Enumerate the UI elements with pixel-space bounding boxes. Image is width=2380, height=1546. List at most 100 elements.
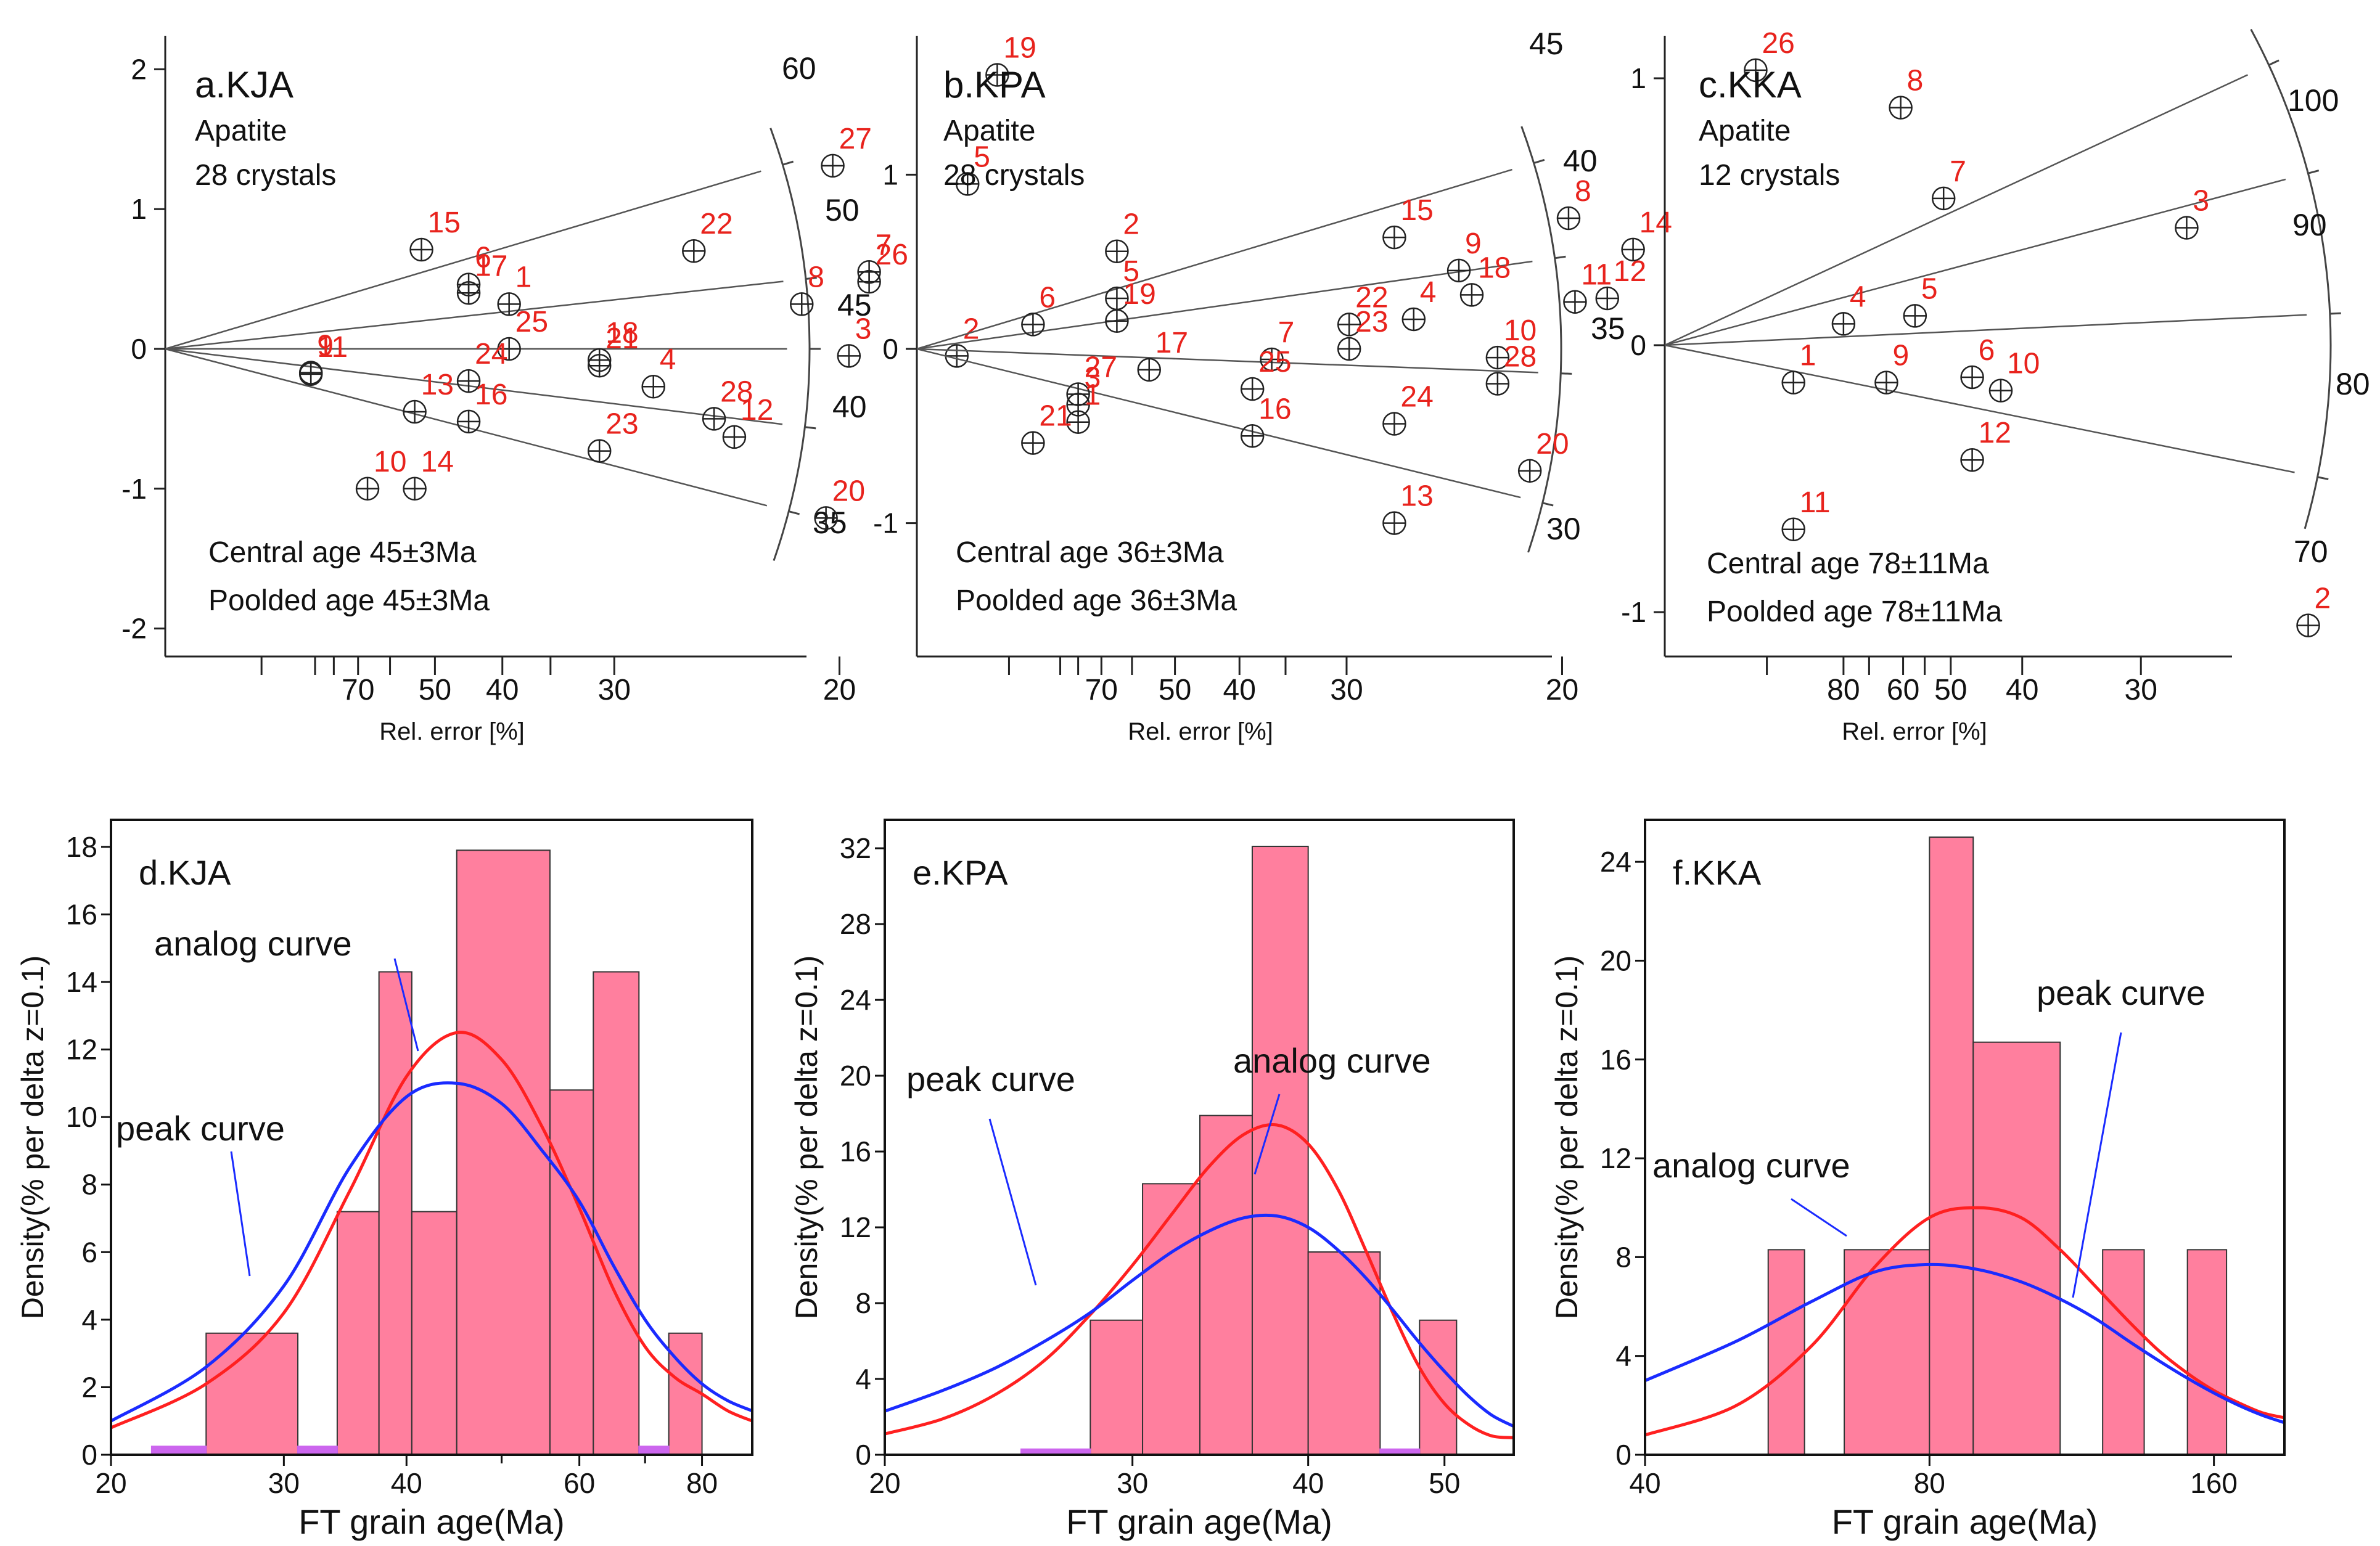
y-tick-label: 10 xyxy=(66,1101,97,1133)
point-label: 26 xyxy=(1762,27,1794,60)
arc-tick-mark xyxy=(782,160,794,166)
data-point: 19 xyxy=(1105,278,1156,333)
point-label: 28 xyxy=(720,375,753,408)
data-point: 21 xyxy=(1021,400,1072,455)
data-point: 17 xyxy=(456,250,507,305)
arc-tick-label: 90 xyxy=(2292,208,2327,242)
annotation-pointer xyxy=(1791,1198,1847,1237)
point-label: 14 xyxy=(1639,207,1672,239)
panel-title: f.KKA xyxy=(1673,853,1762,892)
data-point: 15 xyxy=(1382,194,1434,250)
data-point: 20 xyxy=(814,475,865,530)
histogram-bar xyxy=(1251,846,1309,1455)
data-point: 4 xyxy=(641,343,676,399)
data-point: 5 xyxy=(1903,272,1938,328)
histogram-bar-minor xyxy=(638,1446,670,1456)
y-tick-label: 12 xyxy=(66,1034,97,1066)
data-point: 27 xyxy=(821,123,872,178)
x-tick-label: 50 xyxy=(1159,674,1191,706)
point-label: 27 xyxy=(1085,351,1117,383)
point-label: 5 xyxy=(974,141,990,173)
arc-tick-label: 100 xyxy=(2288,83,2339,118)
histogram-bar xyxy=(1929,836,1974,1455)
age-ray xyxy=(916,348,1538,374)
point-label: 11 xyxy=(1800,486,1831,519)
data-point: 14 xyxy=(1621,207,1672,262)
y-tick-label: 4 xyxy=(855,1363,871,1395)
data-point: 24 xyxy=(1382,381,1434,436)
pooled-age-text: Poolded age 45±3Ma xyxy=(208,584,490,617)
data-point: 17 xyxy=(1137,327,1188,382)
point-label: 2 xyxy=(1123,208,1139,241)
arc-tick-label: 80 xyxy=(2336,367,2370,401)
point-label: 1 xyxy=(515,261,532,293)
x-tick-label: 50 xyxy=(1429,1467,1460,1499)
data-point: 11 xyxy=(298,331,348,386)
age-ray xyxy=(165,280,784,350)
annotation-pointer xyxy=(1254,1094,1281,1175)
point-label: 3 xyxy=(855,313,872,345)
y-tick-label: 8 xyxy=(81,1169,97,1201)
x-tick-label: 20 xyxy=(823,674,856,706)
arc-tick-mark xyxy=(2317,476,2329,480)
x-tick-label: 60 xyxy=(1887,674,1919,706)
point-label: 24 xyxy=(475,338,507,370)
point-label: 4 xyxy=(660,343,676,376)
point-label: 27 xyxy=(839,123,872,155)
point-label: 3 xyxy=(2193,184,2209,217)
histogram-bar xyxy=(1142,1183,1200,1455)
data-point: 7 xyxy=(857,229,892,284)
x-tick-label: 40 xyxy=(2006,674,2038,706)
data-point: 6 xyxy=(1960,334,1995,390)
data-point: 26 xyxy=(857,239,908,294)
x-tick-label: 30 xyxy=(2125,674,2157,706)
y-tick-label: 16 xyxy=(840,1135,871,1168)
histogram-bar-minor xyxy=(150,1446,207,1456)
y-tick-label: 8 xyxy=(855,1287,871,1319)
data-point: 2 xyxy=(2296,583,2331,637)
y-tick-label: -1 xyxy=(1621,596,1646,628)
mineral-label: Apatite xyxy=(943,115,1035,147)
y-tick-label: -1 xyxy=(873,507,898,539)
arc-tick-mark xyxy=(1542,502,1554,507)
y-tick-label: 14 xyxy=(66,966,97,998)
data-point: 3 xyxy=(837,313,872,368)
point-label: 25 xyxy=(515,306,548,338)
point-label: 6 xyxy=(475,242,491,274)
x-tick-label: 70 xyxy=(1085,674,1118,706)
y-tick-label: 1 xyxy=(131,193,147,225)
data-point: 28 xyxy=(1485,341,1537,396)
data-point: 2 xyxy=(945,313,979,368)
arc-tick-mark xyxy=(1533,158,1545,164)
data-point: 10 xyxy=(1485,314,1537,370)
point-label: 1 xyxy=(1800,340,1816,372)
point-label: 5 xyxy=(1123,255,1139,288)
point-label: 22 xyxy=(700,208,732,240)
x-tick-label: 80 xyxy=(686,1467,718,1499)
data-point: 13 xyxy=(1382,480,1434,535)
data-point: 22 xyxy=(1337,281,1389,337)
x-axis-label: FT grain age(Ma) xyxy=(298,1502,565,1541)
y-tick-label: 0 xyxy=(855,1439,871,1471)
x-tick-label: 30 xyxy=(1330,674,1363,706)
histogram-bar xyxy=(336,1211,380,1455)
data-point: 6 xyxy=(1021,281,1056,337)
histogram-bar xyxy=(378,971,412,1456)
age-ray xyxy=(1664,74,2248,346)
arc-tick-label: 45 xyxy=(837,288,872,322)
age-arc xyxy=(2250,28,2332,530)
data-point: 5 xyxy=(956,141,990,196)
histogram-bar xyxy=(1844,1249,1931,1456)
plot-frame xyxy=(110,819,753,1456)
x-tick-label: 70 xyxy=(342,674,374,706)
arc-tick-label: 40 xyxy=(832,390,867,424)
point-label: 23 xyxy=(605,408,638,441)
y-tick-label: 8 xyxy=(1615,1241,1631,1273)
data-point: 5 xyxy=(1105,255,1139,311)
annotation-pointer xyxy=(230,1151,251,1277)
y-tick-label: 0 xyxy=(131,333,147,365)
arc-tick-mark xyxy=(1554,255,1566,260)
pooled-age-text: Poolded age 36±3Ma xyxy=(956,584,1237,617)
data-point: 14 xyxy=(403,446,454,501)
histogram-d: 0 2 4 6 8 10 12 14 16 18 20 30 40 60 80 FT grain age(Ma… xyxy=(15,819,753,1541)
